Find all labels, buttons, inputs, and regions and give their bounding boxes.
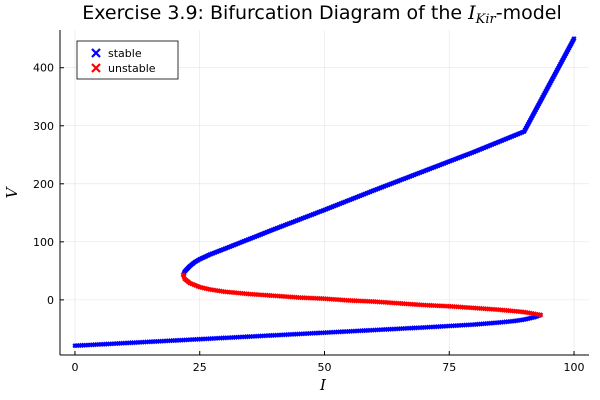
- x-tick-label: 50: [318, 361, 332, 374]
- grid: [60, 30, 589, 355]
- legend: stable unstable: [76, 40, 179, 80]
- y-tick-label: 0: [47, 294, 54, 307]
- x-axis-label: I: [319, 376, 327, 394]
- axes: 0 25 50 75 100 0 100 200 300 400: [33, 30, 589, 374]
- x-tick-label: 25: [193, 361, 207, 374]
- legend-label-unstable: unstable: [108, 62, 156, 75]
- legend-item-stable: stable: [91, 47, 142, 60]
- series-stable: [72, 36, 577, 349]
- y-axis-label: V: [3, 185, 21, 198]
- chart-title-prefix: Exercise 3.9: Bifurcation Diagram of the: [82, 2, 468, 24]
- y-tick-label: 400: [33, 62, 54, 75]
- data-point-unstable: [538, 312, 544, 318]
- legend-label-stable: stable: [108, 47, 142, 60]
- chart-title-math: I: [467, 2, 476, 24]
- chart-title: Exercise 3.9: Bifurcation Diagram of the…: [82, 2, 562, 27]
- data-layer: [72, 36, 577, 349]
- data-point-stable: [571, 36, 577, 42]
- legend-marker-unstable: [91, 63, 101, 73]
- legend-marker-stable: [91, 48, 101, 58]
- y-tick-label: 200: [33, 178, 54, 191]
- legend-box: [76, 40, 179, 80]
- series-unstable: [180, 272, 544, 318]
- legend-marker-unstable-shape: [91, 63, 101, 73]
- y-tick-label: 300: [33, 120, 54, 133]
- chart-title-math-sub: Kir: [475, 12, 497, 27]
- x-tick-label: 75: [442, 361, 456, 374]
- chart-title-suffix: -model: [496, 2, 562, 24]
- legend-item-unstable: unstable: [91, 62, 156, 75]
- x-tick-label: 100: [564, 361, 585, 374]
- y-tick-label: 100: [33, 236, 54, 249]
- legend-marker-stable-shape: [91, 48, 101, 58]
- x-tick-label: 0: [71, 361, 78, 374]
